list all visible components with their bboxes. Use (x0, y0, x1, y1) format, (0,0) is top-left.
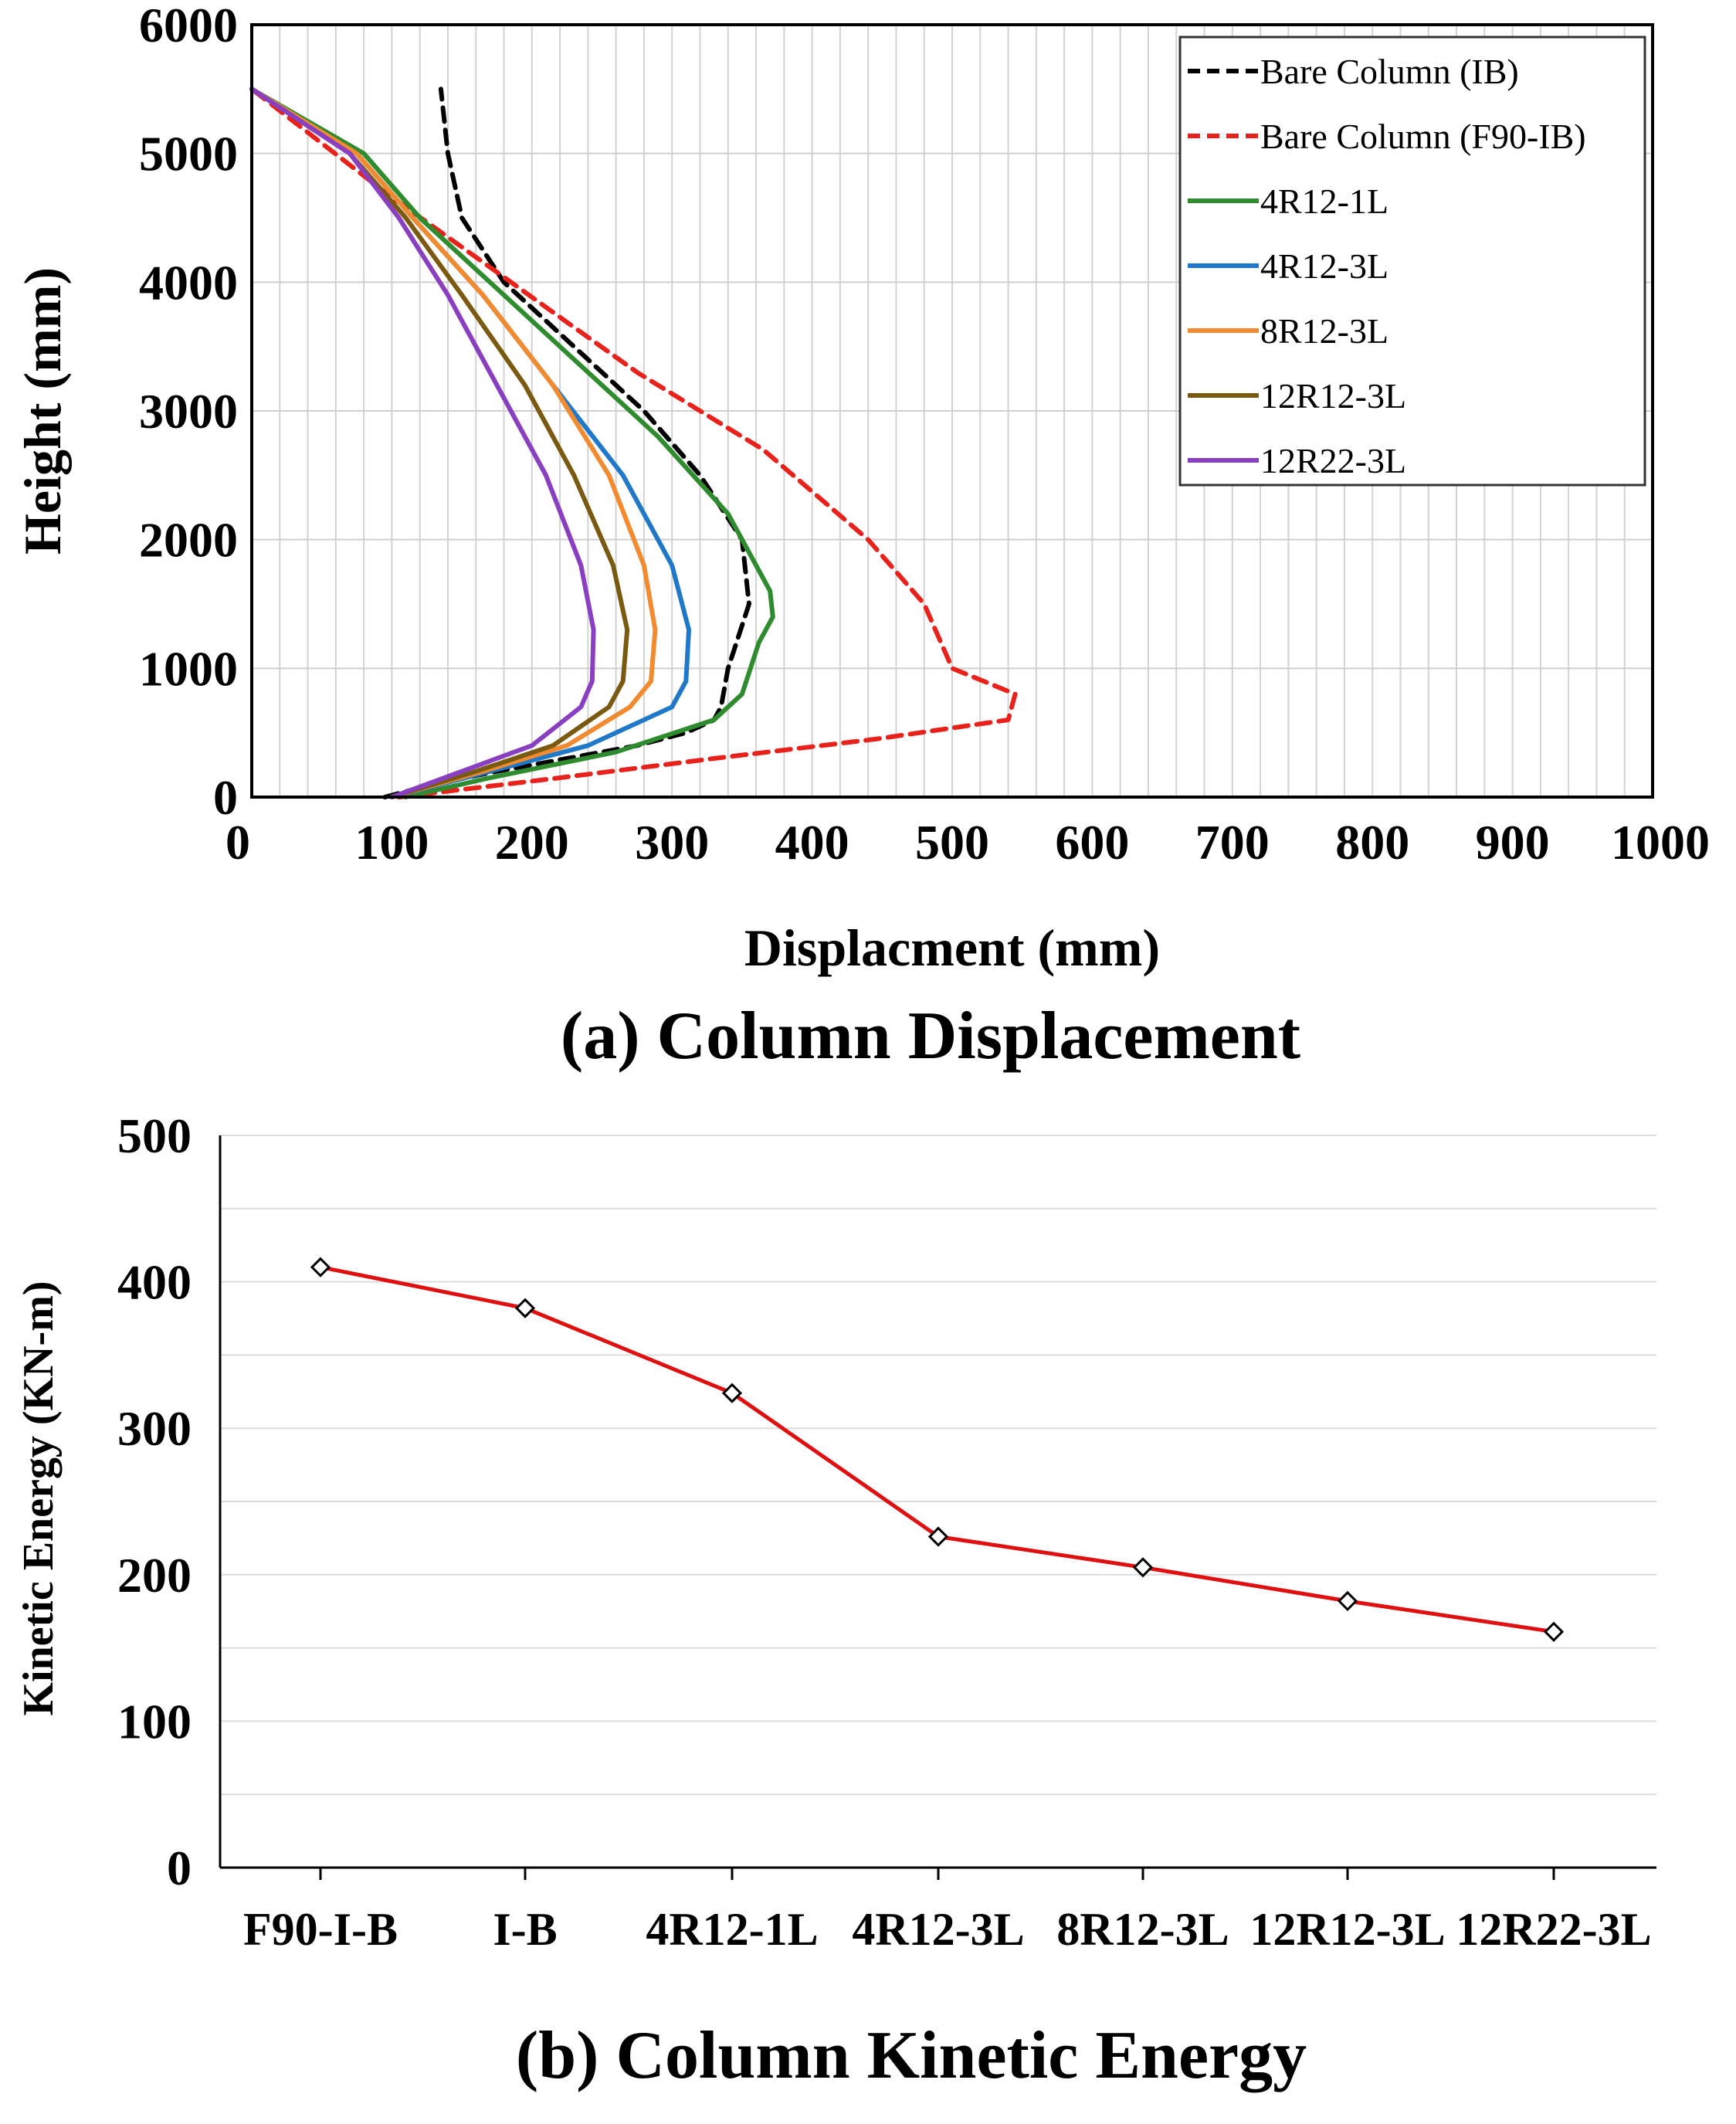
x-tick-label: 4R12-3L (852, 1904, 1024, 1955)
x-tick-label: 500 (915, 815, 989, 870)
y-tick-label: 2000 (139, 513, 238, 568)
displacement-caption: (a) Column Displacement (561, 999, 1300, 1074)
kinetic-energy-series (310, 1257, 1565, 1642)
data-point-marker (1132, 1557, 1154, 1578)
series-line (320, 1265, 1555, 1634)
legend-label: Bare Column (IB) (1260, 52, 1519, 91)
data-point-marker (1337, 1590, 1358, 1612)
x-tick-label: 8R12-3L (1056, 1904, 1229, 1955)
legend-box (1178, 36, 1646, 487)
kinetic-energy-caption: (b) Column Kinetic Energy (516, 2018, 1307, 2093)
x-tick-label: 600 (1055, 815, 1129, 870)
data-point-marker (1543, 1621, 1565, 1642)
displacement-x-axis-title: Displacment (mm) (744, 918, 1160, 977)
y-tick-label: 1000 (139, 641, 238, 696)
y-tick-label: 5000 (139, 127, 238, 182)
y-tick-label: 0 (213, 770, 238, 825)
x-tick-label: 300 (635, 815, 709, 870)
displacement-plot-frame (250, 23, 1654, 799)
data-point-marker (514, 1298, 536, 1318)
legend-label: 4R12-3L (1260, 246, 1388, 286)
data-point-marker (927, 1526, 949, 1547)
legend-label: Bare Column (F90-IB) (1260, 117, 1586, 156)
data-point-marker (310, 1257, 331, 1277)
legend-label: 12R12-3L (1260, 376, 1406, 416)
x-tick-label: F90-I-B (243, 1904, 398, 1955)
displacement-x-ticks: 0 100 200 300 400 500 600 700 800 900 1000 (225, 815, 1710, 870)
series-line (249, 87, 1018, 799)
y-tick-label: 400 (117, 1255, 192, 1310)
data-point-marker (721, 1383, 743, 1403)
x-tick-label: 400 (775, 815, 849, 870)
y-tick-label: 6000 (139, 0, 238, 53)
x-tick-label: 12R12-3L (1249, 1904, 1445, 1955)
kinetic-energy-grid (220, 1135, 1656, 1796)
displacement-legend: Bare Column (IB) Bare Column (F90-IB) 4R12… (1178, 36, 1646, 487)
displacement-chart: 0 100 200 300 400 500 600 700 800 900 1000 0 1000 20… (13, 0, 1710, 1074)
x-tick-label: 0 (225, 815, 250, 870)
kinetic-energy-y-axis-title: Kinetic Energy (KN-m) (15, 1281, 63, 1716)
legend-label: 12R22-3L (1260, 441, 1406, 480)
y-tick-label: 500 (117, 1108, 192, 1163)
legend-label: 4R12-1L (1260, 182, 1388, 221)
series-line (249, 87, 691, 799)
x-tick-label: 100 (354, 815, 429, 870)
series-line (249, 87, 775, 799)
series-line (382, 87, 751, 799)
series-line (249, 87, 596, 799)
x-tick-label: 900 (1476, 815, 1550, 870)
kinetic-energy-y-ticks: 0 100 200 300 400 500 (117, 1108, 192, 1895)
displacement-grid (251, 24, 1653, 798)
y-tick-label: 3000 (139, 384, 238, 439)
y-tick-label: 200 (117, 1548, 192, 1603)
y-tick-label: 4000 (139, 255, 238, 310)
x-tick-label: 700 (1195, 815, 1270, 870)
kinetic-energy-x-ticks: F90-I-B I-B 4R12-1L 4R12-3L 8R12-3L 12R12-3L 1… (243, 1868, 1652, 1955)
x-tick-label: 200 (495, 815, 569, 870)
displacement-y-ticks: 0 1000 2000 3000 4000 5000 6000 (139, 0, 238, 825)
series-line (249, 87, 630, 799)
displacement-series (249, 87, 1018, 799)
y-tick-label: 100 (117, 1694, 192, 1749)
x-tick-label: 12R22-3L (1456, 1904, 1651, 1955)
x-tick-label: 1000 (1611, 815, 1710, 870)
legend-label: 8R12-3L (1260, 311, 1388, 351)
kinetic-energy-chart: F90-I-B I-B 4R12-1L 4R12-3L 8R12-3L 12R12-3L 1… (15, 1108, 1656, 2093)
x-tick-label: I-B (493, 1904, 557, 1955)
x-tick-label: 800 (1335, 815, 1409, 870)
displacement-y-axis-title: Height (mm) (13, 267, 72, 555)
series-line (249, 87, 658, 799)
x-tick-label: 4R12-1L (646, 1904, 818, 1955)
y-tick-label: 300 (117, 1401, 192, 1456)
y-tick-label: 0 (167, 1841, 192, 1895)
